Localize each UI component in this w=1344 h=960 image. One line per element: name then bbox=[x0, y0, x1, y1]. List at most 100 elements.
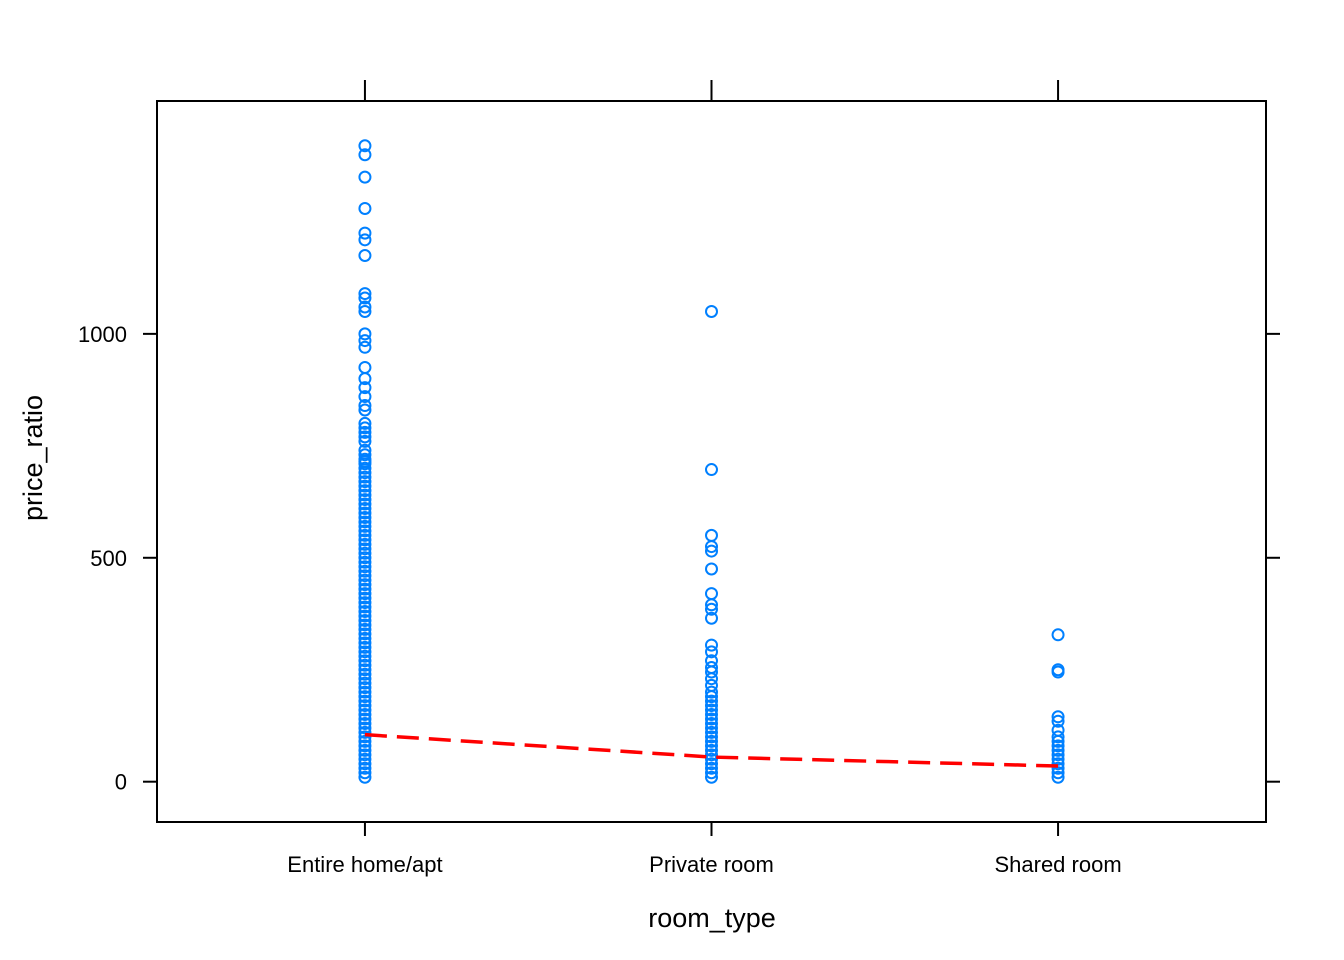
data-point bbox=[358, 658, 372, 672]
data-point bbox=[358, 672, 372, 686]
data-point bbox=[358, 690, 372, 704]
data-point bbox=[358, 416, 372, 430]
y-tick-label: 0 bbox=[115, 770, 127, 795]
data-point bbox=[705, 685, 718, 699]
data-point bbox=[358, 743, 372, 757]
data-point bbox=[358, 533, 372, 547]
data-point bbox=[358, 300, 372, 314]
data-point bbox=[358, 430, 372, 444]
data-point bbox=[358, 381, 372, 395]
data-point bbox=[358, 699, 372, 713]
data-point bbox=[358, 139, 372, 153]
trend-line bbox=[364, 732, 1059, 768]
y-axis-label: price_ratio bbox=[18, 395, 48, 521]
data-point bbox=[358, 546, 372, 560]
data-point bbox=[358, 542, 372, 556]
data-point bbox=[358, 649, 372, 663]
data-point bbox=[358, 636, 372, 650]
data-point bbox=[705, 665, 718, 679]
data-point bbox=[705, 562, 718, 576]
data-point bbox=[358, 360, 372, 374]
data-point bbox=[705, 766, 718, 780]
data-point bbox=[358, 434, 372, 448]
data-point bbox=[358, 479, 372, 493]
data-point bbox=[358, 712, 372, 726]
data-point bbox=[358, 560, 372, 574]
data-point bbox=[358, 327, 372, 341]
data-point bbox=[705, 748, 718, 762]
data-point bbox=[1051, 766, 1065, 780]
data-point bbox=[358, 757, 372, 771]
data-point bbox=[705, 708, 718, 722]
data-point bbox=[705, 761, 718, 775]
data-point bbox=[358, 761, 372, 775]
data-point bbox=[358, 372, 372, 386]
x-tick-label: Shared room bbox=[994, 852, 1121, 877]
data-point bbox=[358, 226, 372, 240]
data-point bbox=[358, 399, 372, 413]
data-point bbox=[358, 618, 372, 632]
data-point bbox=[358, 685, 372, 699]
data-point bbox=[1051, 743, 1065, 757]
data-point bbox=[358, 627, 372, 641]
data-point bbox=[358, 591, 372, 605]
data-point bbox=[705, 638, 718, 652]
data-point bbox=[358, 667, 372, 681]
data-point bbox=[358, 725, 372, 739]
data-point bbox=[705, 770, 718, 784]
data-point bbox=[358, 466, 372, 480]
data-point bbox=[1051, 757, 1065, 771]
data-point bbox=[705, 757, 718, 771]
x-axis-label: room_type bbox=[648, 903, 776, 933]
data-point bbox=[705, 645, 718, 659]
data-point bbox=[705, 694, 718, 708]
data-point bbox=[705, 716, 718, 730]
data-point bbox=[358, 519, 372, 533]
data-point bbox=[705, 598, 718, 612]
data-point bbox=[705, 690, 718, 704]
data-point bbox=[1051, 734, 1065, 748]
data-point bbox=[358, 587, 372, 601]
data-point bbox=[358, 654, 372, 668]
data-point bbox=[1051, 628, 1065, 642]
data-point bbox=[1051, 748, 1065, 762]
data-point bbox=[358, 609, 372, 623]
axis-ticks bbox=[143, 80, 1280, 836]
data-point bbox=[705, 734, 718, 748]
data-point bbox=[705, 602, 718, 616]
data-point bbox=[358, 564, 372, 578]
data-point bbox=[358, 515, 372, 529]
data-point bbox=[705, 739, 718, 753]
data-point bbox=[705, 721, 718, 735]
data-point bbox=[705, 703, 718, 717]
data-point bbox=[358, 555, 372, 569]
data-point bbox=[705, 611, 718, 625]
data-point bbox=[705, 730, 718, 744]
data-point bbox=[705, 528, 718, 542]
data-point bbox=[358, 573, 372, 587]
data-point bbox=[358, 291, 372, 305]
tick-labels: Entire home/apt Private room Shared room 0 5… bbox=[78, 322, 1122, 877]
data-point bbox=[358, 645, 372, 659]
data-point bbox=[358, 524, 372, 538]
data-point bbox=[358, 578, 372, 592]
data-point bbox=[358, 613, 372, 627]
data-point bbox=[358, 340, 372, 354]
data-point bbox=[358, 457, 372, 471]
data-point bbox=[358, 201, 372, 215]
data-point bbox=[358, 421, 372, 435]
data-point bbox=[358, 730, 372, 744]
data-point bbox=[358, 537, 372, 551]
data-point bbox=[358, 148, 372, 162]
data-point bbox=[705, 712, 718, 726]
data-point bbox=[358, 493, 372, 507]
data-point bbox=[358, 249, 372, 262]
data-point bbox=[358, 596, 372, 610]
data-point bbox=[358, 304, 372, 318]
data-point bbox=[358, 640, 372, 654]
data-point bbox=[1051, 665, 1065, 679]
data-point bbox=[358, 390, 372, 404]
data-point bbox=[358, 470, 372, 484]
data-point bbox=[1051, 714, 1065, 728]
data-point bbox=[358, 497, 372, 511]
